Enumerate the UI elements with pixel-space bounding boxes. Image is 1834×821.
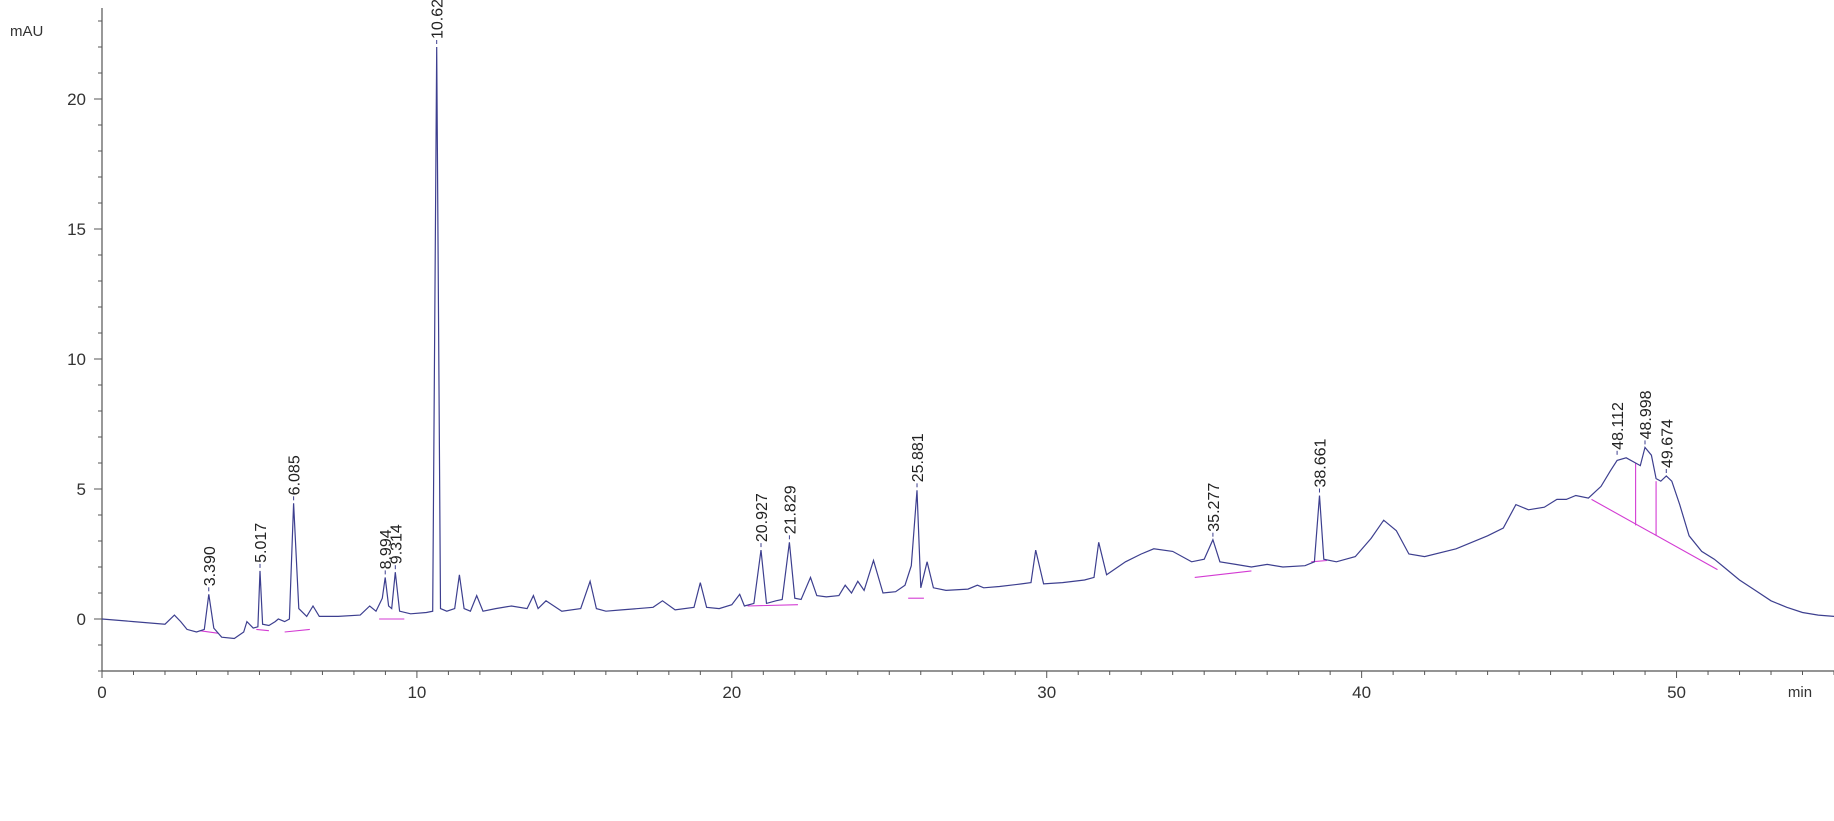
peak-label: 48.112 [1610,402,1627,450]
chromatogram-trace [101,46,1834,640]
axes: mAU min [10,8,1834,701]
y-tick-label: 10 [67,350,86,369]
peak-label: 25.881 [910,433,927,482]
y-tick-label: 20 [67,90,86,109]
peak-label: 48.998 [1638,390,1655,439]
peak-label: 9.314 [388,524,405,564]
x-tick-label: 10 [407,683,426,702]
y-unit-label: mAU [10,23,43,40]
peak-label: 3.390 [202,546,219,586]
integration-baseline [1591,498,1718,571]
y-tick-label: 0 [77,610,86,629]
y-tick-label: 15 [67,220,86,239]
trace-group [101,46,1834,640]
x-tick-label: 30 [1037,683,1056,702]
x-tick-label: 0 [97,683,106,702]
peak-label: 20.927 [754,493,771,542]
peak-label: 6.085 [287,455,304,495]
peak-label: 49.674 [1659,419,1676,468]
integration-baseline [747,604,798,607]
peak-label: 5.017 [253,523,270,563]
integration-baseline [199,630,219,634]
integration-baseline [256,628,269,632]
integration-baseline [1194,570,1252,578]
x-unit-label: min [1788,684,1812,701]
x-tick-label: 20 [722,683,741,702]
x-tick-label: 50 [1667,683,1686,702]
peak-label: 35.277 [1206,483,1223,532]
peak-label: 21.829 [782,485,799,534]
peak-label: 10.628 [430,0,447,39]
integration-baseline [284,628,310,633]
tick-group: 0 10 20 30 40 50 0 5 10 15 20 [67,20,1834,702]
peak-label: 8.994 [378,529,395,569]
peak-label: 38.661 [1312,438,1329,487]
baseline-group [199,463,1718,634]
x-tick-label: 40 [1352,683,1371,702]
y-tick-label: 5 [77,480,86,499]
